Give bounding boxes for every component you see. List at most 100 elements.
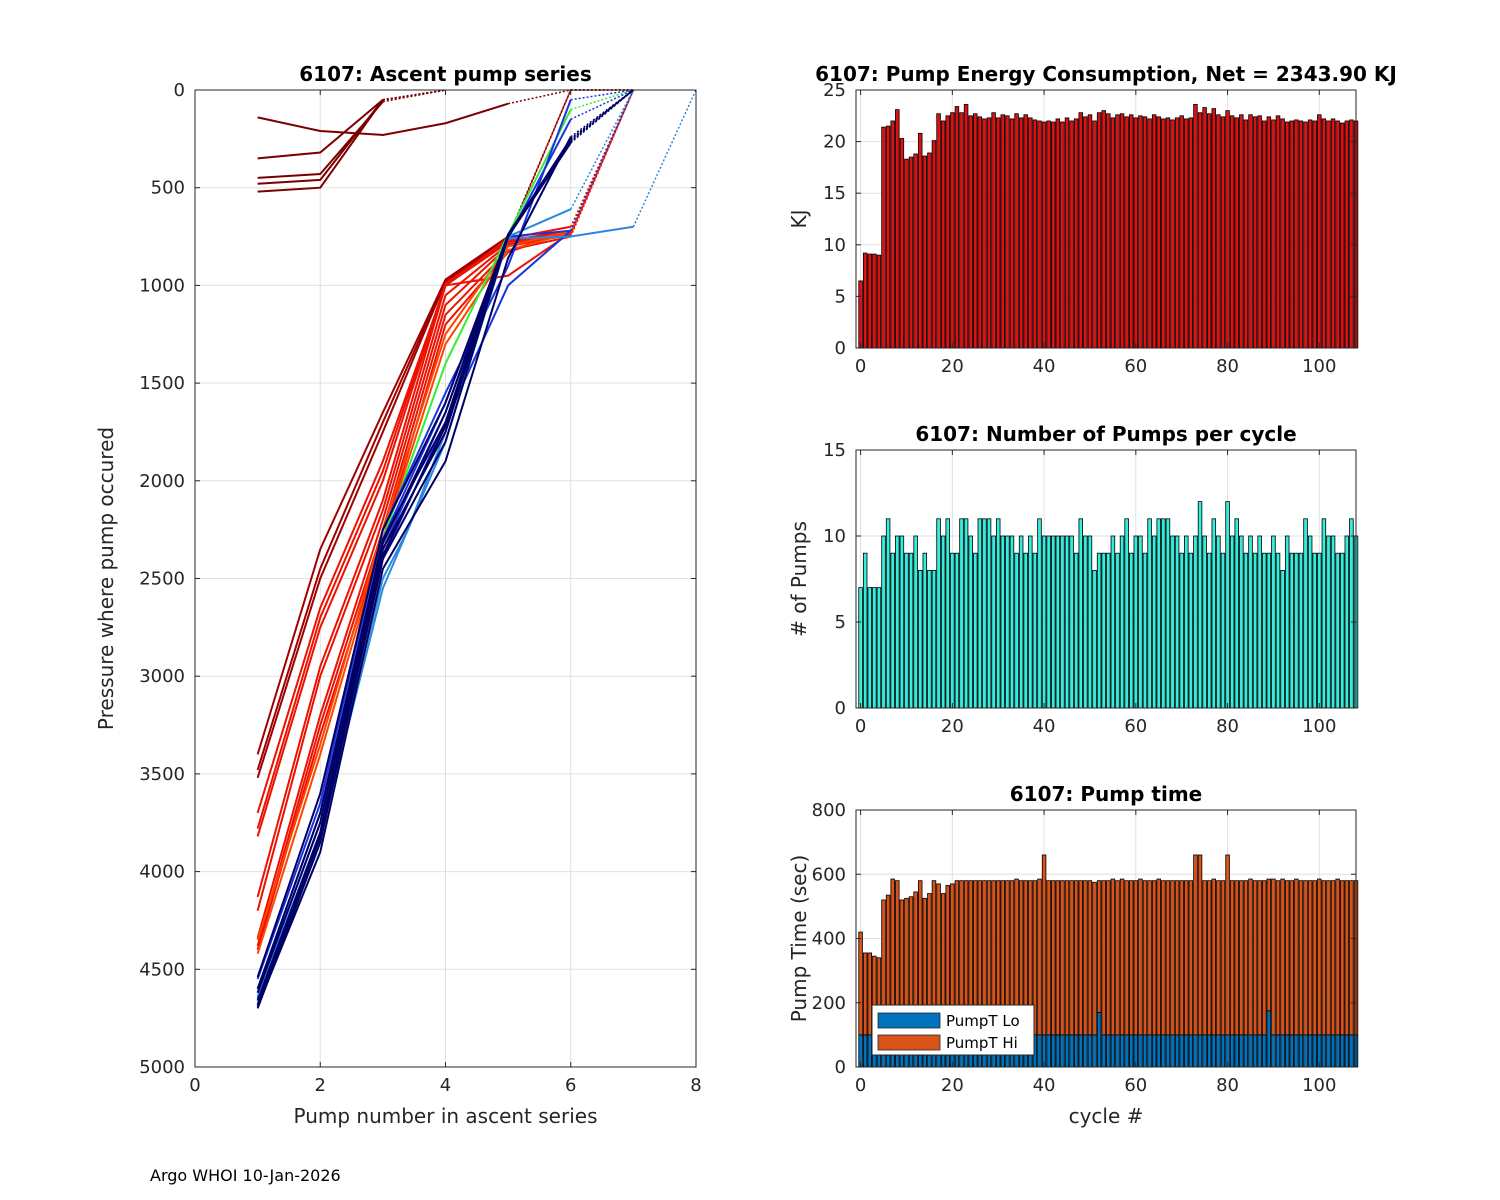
y-tick-label: 5000 xyxy=(139,1057,185,1078)
profile-line-surface xyxy=(570,89,634,101)
x-tick-label: 8 xyxy=(690,1075,701,1096)
bar xyxy=(1275,115,1281,349)
bar xyxy=(872,587,877,709)
pump-time-chart: PumpT Lo PumpT Hi 0 20 40 60 80 100 0 200 400 600 80… xyxy=(787,782,1359,1128)
bar xyxy=(1083,535,1088,709)
bar-pumpt-hi xyxy=(1073,880,1079,1036)
bar-pumpt-lo xyxy=(1055,1034,1061,1068)
bar-pumpt-hi xyxy=(1156,878,1161,1036)
bar-pumpt-hi xyxy=(1266,878,1272,1012)
x-tick-label: 100 xyxy=(1302,1075,1336,1096)
bar-pumpt-hi xyxy=(1349,880,1354,1036)
bar xyxy=(1216,535,1221,709)
bar-pumpt-lo xyxy=(1096,1011,1102,1068)
bar-pumpt-lo xyxy=(1289,1034,1295,1068)
bar xyxy=(1225,110,1230,349)
y-axis-label: Pressure where pump occured xyxy=(94,427,118,730)
legend: PumpT Lo PumpT Hi xyxy=(871,1004,1035,1056)
bar-pumpt-hi xyxy=(1257,880,1262,1036)
y-tick-label: 4500 xyxy=(139,959,185,980)
bar xyxy=(922,155,928,349)
x-tick-label: 100 xyxy=(1302,716,1336,737)
bar-pumpt-hi xyxy=(867,952,872,1036)
bar xyxy=(1028,535,1033,709)
bar xyxy=(1271,119,1276,349)
bar xyxy=(1110,535,1116,709)
bar xyxy=(1096,552,1102,709)
x-tick-label: 40 xyxy=(1033,1075,1056,1096)
bar xyxy=(1340,552,1345,709)
x-tick-label: 2 xyxy=(315,1075,326,1096)
profile-line xyxy=(257,99,384,193)
bar xyxy=(1000,114,1006,349)
bar-pumpt-lo xyxy=(1078,1034,1084,1068)
bar-pumpt-hi xyxy=(1046,880,1051,1036)
bar xyxy=(927,152,932,349)
bar xyxy=(963,518,969,709)
bar xyxy=(867,253,872,349)
x-tick-label: 0 xyxy=(855,716,866,737)
bar xyxy=(867,587,872,709)
series-group-shallow-dark-red xyxy=(257,89,571,193)
bar xyxy=(1032,119,1038,349)
profile-line xyxy=(256,231,572,954)
bar-pumpt-hi xyxy=(1321,880,1327,1036)
x-tick-label: 20 xyxy=(941,716,964,737)
bar-pumpt-lo xyxy=(1252,1034,1258,1068)
bar-pumpt-hi xyxy=(1298,880,1304,1036)
bar xyxy=(876,254,882,349)
bar xyxy=(931,140,937,349)
x-tick-label: 80 xyxy=(1216,716,1239,737)
bar xyxy=(1073,118,1079,349)
bar xyxy=(862,552,868,709)
x-axis-label: Pump number in ascent series xyxy=(293,1104,597,1128)
profile-line xyxy=(256,99,572,980)
y-tick-label: 15 xyxy=(823,183,846,204)
bar-pumpt-hi xyxy=(1344,880,1350,1036)
y-tick-label: 0 xyxy=(174,80,185,101)
bar-pumpt-hi xyxy=(1106,880,1111,1036)
bar-pumpt-lo xyxy=(1312,1034,1317,1068)
bar xyxy=(954,106,960,349)
chart-title: 6107: Pump Energy Consumption, Net = 234… xyxy=(815,62,1397,86)
bar-pumpt-hi xyxy=(1307,880,1313,1036)
profile-line xyxy=(256,141,572,994)
bar xyxy=(1184,118,1189,349)
profile-line xyxy=(256,231,571,911)
bar-pumpt-hi xyxy=(1289,880,1295,1036)
y-tick-label: 15 xyxy=(823,440,846,461)
profile-line-surface xyxy=(570,89,635,210)
x-tick-label: 4 xyxy=(440,1075,451,1096)
footer-credit: Argo WHOI 10-Jan-2026 xyxy=(150,1166,341,1185)
series-group-navy xyxy=(256,89,634,1009)
bar-pumpt-hi xyxy=(1275,880,1281,1036)
bar xyxy=(1312,552,1317,709)
bar-pumpt-hi xyxy=(1303,880,1308,1036)
bar xyxy=(885,125,891,349)
bar xyxy=(963,104,969,349)
bar-pumpt-lo xyxy=(1101,1034,1106,1068)
bar-pumpt-hi xyxy=(1252,880,1258,1036)
y-tick-label: 0 xyxy=(835,698,846,719)
profile-line-surface xyxy=(570,89,634,143)
bar xyxy=(1128,114,1134,349)
y-tick-label: 4000 xyxy=(139,862,185,883)
x-tick-label: 0 xyxy=(189,1075,200,1096)
bars xyxy=(858,854,1359,1068)
bar xyxy=(1142,116,1148,349)
pumps-per-cycle-chart: 0 20 40 60 80 100 0 5 10 15 6107: Number of Pumps … xyxy=(787,422,1359,737)
profile-line xyxy=(257,99,384,185)
bar-pumpt-hi xyxy=(1330,880,1336,1036)
bar xyxy=(1257,115,1262,349)
bar-pumpt-hi xyxy=(1234,880,1239,1036)
bar xyxy=(899,138,905,349)
bar-pumpt-hi xyxy=(1202,880,1207,1036)
legend-swatch xyxy=(877,1012,941,1029)
bar xyxy=(876,587,882,709)
y-axis-label: KJ xyxy=(787,209,811,228)
bar-pumpt-lo xyxy=(1321,1034,1327,1068)
y-tick-label: 10 xyxy=(823,235,846,256)
bar-pumpt-lo xyxy=(1124,1034,1129,1068)
bar xyxy=(973,552,978,709)
